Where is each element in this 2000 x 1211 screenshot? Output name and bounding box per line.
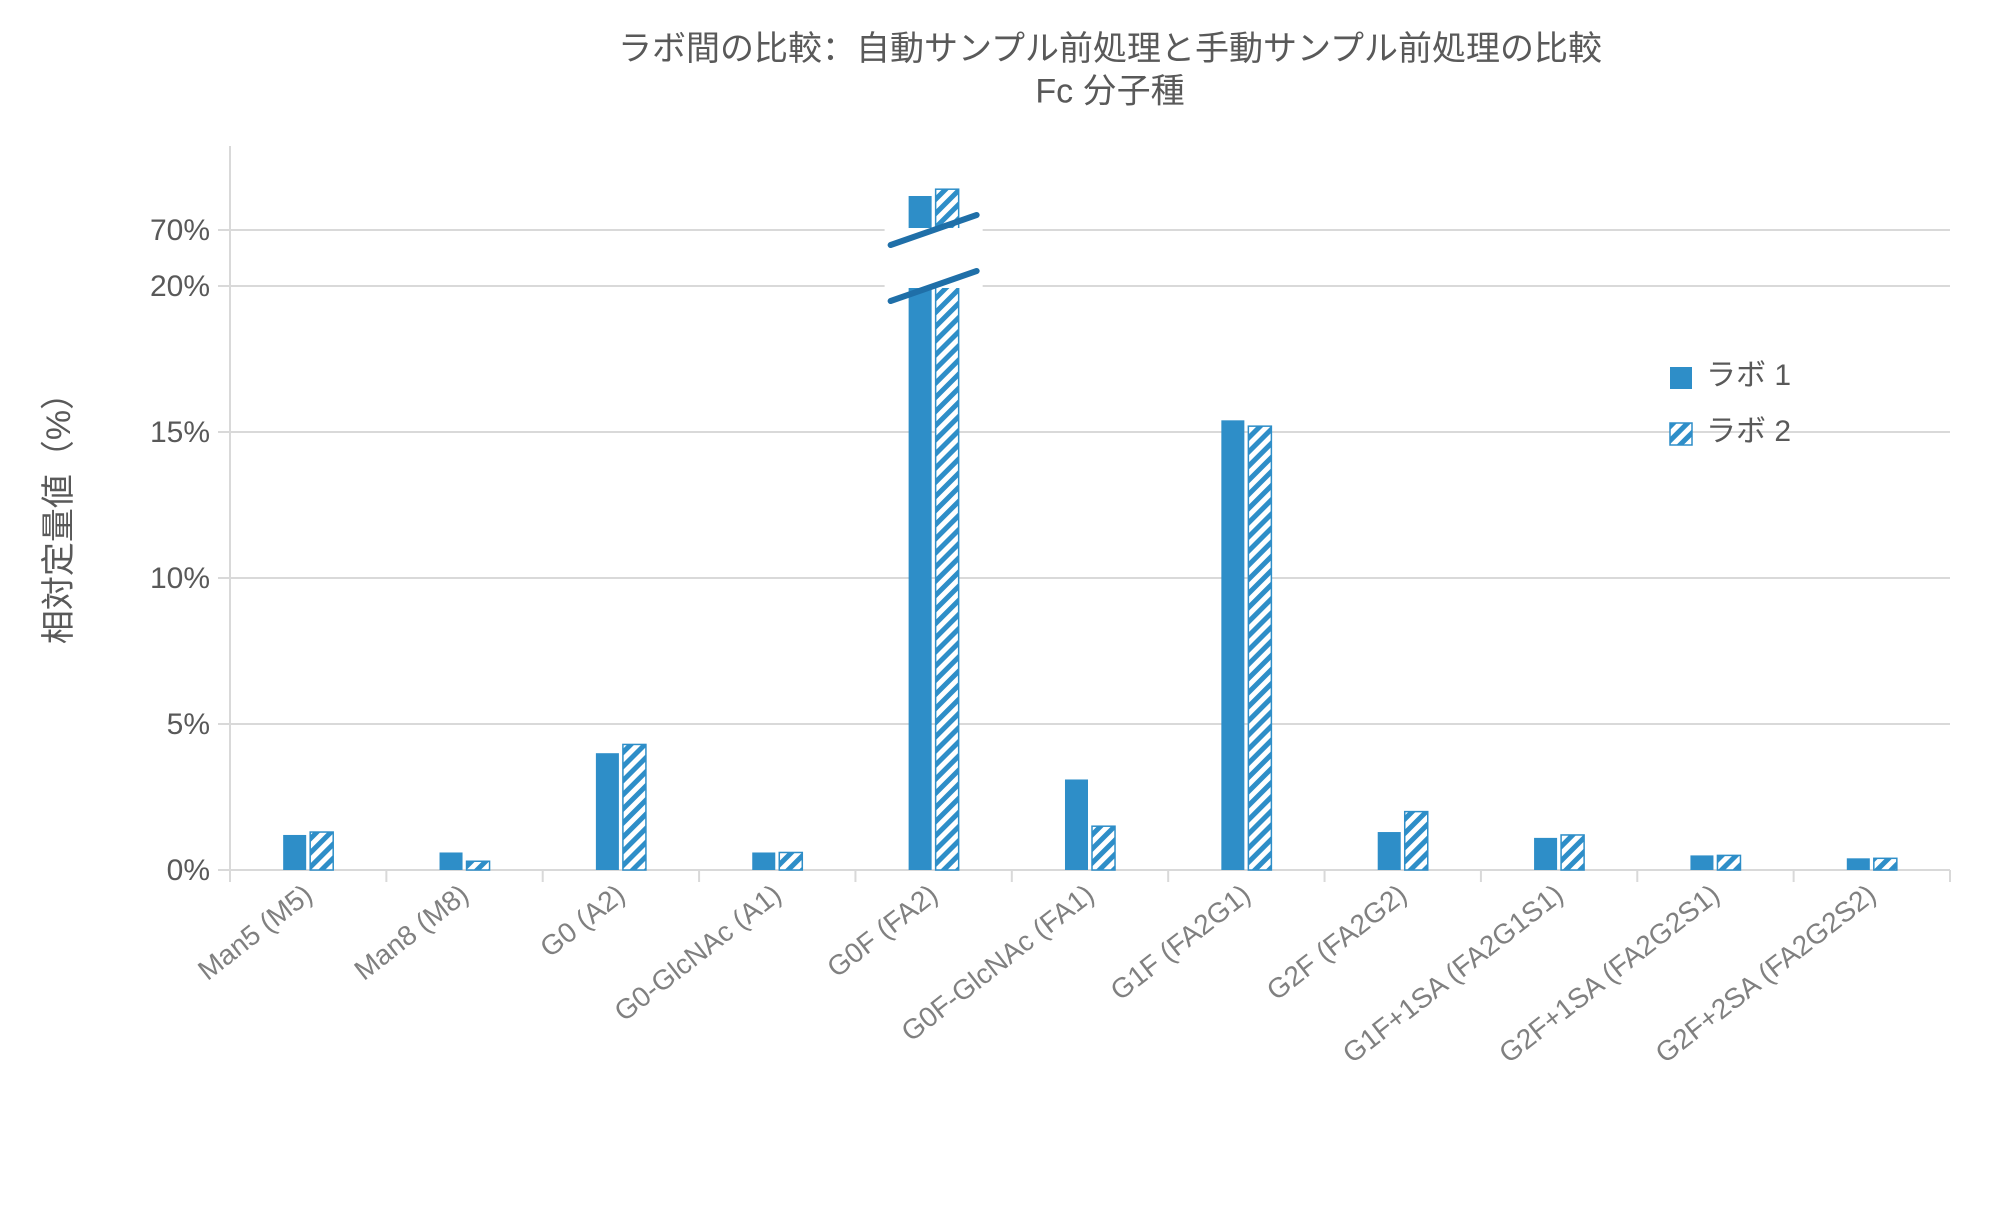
bar bbox=[1534, 838, 1557, 870]
bar bbox=[310, 832, 333, 870]
bar bbox=[1690, 855, 1713, 870]
bar bbox=[623, 744, 646, 870]
bar-upper bbox=[909, 196, 932, 230]
bar bbox=[1561, 835, 1584, 870]
legend-swatch bbox=[1670, 423, 1692, 445]
x-category-label: Man5 (M5) bbox=[192, 878, 318, 986]
bar bbox=[1221, 420, 1244, 870]
x-category-label: G0 (A2) bbox=[534, 878, 630, 963]
bar bbox=[283, 835, 306, 870]
bar bbox=[1874, 858, 1897, 870]
x-category-label: G1F (FA2G1) bbox=[1105, 878, 1257, 1006]
bar bbox=[596, 753, 619, 870]
y-tick-label: 20% bbox=[150, 270, 210, 303]
y-tick-label: 15% bbox=[150, 416, 210, 449]
x-category-label: G2F (FA2G2) bbox=[1261, 878, 1413, 1006]
bar-lower bbox=[936, 286, 959, 870]
bar bbox=[1248, 426, 1271, 870]
bar bbox=[1717, 855, 1740, 870]
bar bbox=[1405, 812, 1428, 870]
bar bbox=[467, 861, 490, 870]
chart-title-line1: ラボ間の比較：自動サンプル前処理と手動サンプル前処理の比較 bbox=[618, 30, 1602, 68]
bar bbox=[1065, 779, 1088, 870]
legend-swatch bbox=[1670, 367, 1692, 389]
y-axis-label: 相対定量値（%） bbox=[40, 376, 78, 644]
bar bbox=[752, 852, 775, 870]
x-category-label: G0F (FA2) bbox=[821, 878, 943, 983]
chart-container: ラボ間の比較：自動サンプル前処理と手動サンプル前処理の比較 Fc 分子種相対定量値… bbox=[0, 0, 2000, 1211]
bar bbox=[1092, 826, 1115, 870]
bar-lower bbox=[909, 286, 932, 870]
y-tick-label: 70% bbox=[150, 214, 210, 247]
y-tick-label: 10% bbox=[150, 562, 210, 595]
bar bbox=[779, 852, 802, 870]
y-tick-label: 0% bbox=[167, 854, 210, 887]
x-category-label: Man8 (M8) bbox=[348, 878, 474, 986]
axis-break-mask bbox=[885, 228, 983, 288]
bar bbox=[1847, 858, 1870, 870]
bar-chart-svg: ラボ間の比較：自動サンプル前処理と手動サンプル前処理の比較 Fc 分子種相対定量値… bbox=[0, 0, 2000, 1211]
bar bbox=[440, 852, 463, 870]
legend-label: ラボ 1 bbox=[1706, 359, 1791, 392]
legend-label: ラボ 2 bbox=[1706, 415, 1791, 448]
x-category-label: G0-GlcNAc (A1) bbox=[609, 878, 787, 1027]
y-tick-label: 5% bbox=[167, 708, 210, 741]
bar bbox=[1378, 832, 1401, 870]
chart-title-line2: Fc 分子種 bbox=[1035, 73, 1184, 111]
